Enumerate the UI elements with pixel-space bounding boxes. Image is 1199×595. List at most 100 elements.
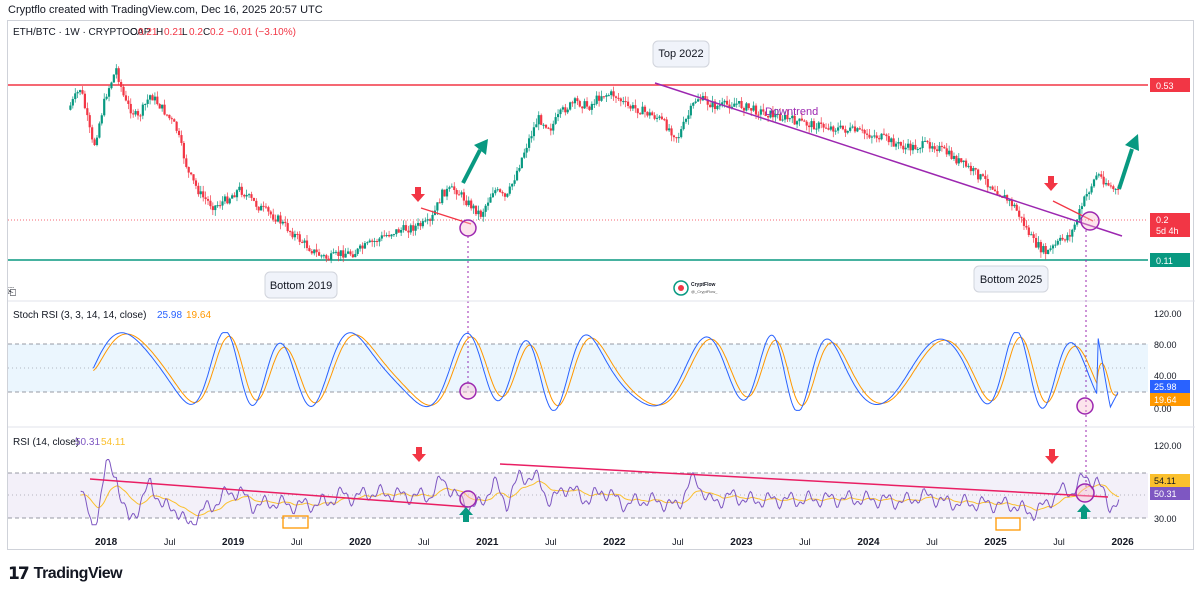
candle-body <box>255 200 258 207</box>
candle-body <box>141 104 144 116</box>
x-axis-label: 2026 <box>1111 537 1134 548</box>
candle-body <box>1104 183 1108 185</box>
rsi-trendline-1[interactable] <box>89 478 469 508</box>
candle-body <box>1085 194 1088 197</box>
tradingview-wordmark: TradingView <box>33 565 123 582</box>
candle-body <box>704 96 707 100</box>
candle-body <box>375 241 379 243</box>
candle-body <box>706 99 709 105</box>
candle-body <box>1051 245 1055 249</box>
time-axis[interactable]: 2018 Jul 2019 Jul 2020 Jul 2021 Jul 2022 Jul 2023 J… <box>95 537 1134 548</box>
candle-body <box>325 255 328 259</box>
candle-body <box>400 230 403 233</box>
candle-body <box>899 142 902 146</box>
candle-body <box>450 186 453 188</box>
candle-body <box>643 106 647 112</box>
candle-body <box>402 225 405 231</box>
candle-body <box>247 194 251 196</box>
candle-body <box>387 235 391 237</box>
candle-body <box>542 124 545 126</box>
candle-body <box>569 102 572 110</box>
candle-body <box>926 140 929 143</box>
candle-body <box>646 111 649 116</box>
support-value: 0.11 <box>1156 256 1173 266</box>
downtrend-line[interactable] <box>654 82 1123 237</box>
candle-body <box>327 258 330 261</box>
candle-body <box>359 245 362 249</box>
candle-body <box>1030 234 1033 236</box>
candle-body <box>158 104 161 109</box>
chart-svg[interactable]: ETH/BTC · 1W · CRYPTOCAP O 0.21 H 0.21 L… <box>8 21 1195 551</box>
chart-frame[interactable]: ETH/BTC · 1W · CRYPTOCAP O 0.21 H 0.21 L… <box>7 20 1195 551</box>
x-axis-label: 2024 <box>857 537 880 548</box>
candle-body <box>284 221 287 224</box>
candle-body <box>1056 240 1059 245</box>
candle-body <box>515 170 519 181</box>
candle-body <box>629 105 632 109</box>
candle-body <box>267 207 270 212</box>
downtrend-label: Downtrend <box>765 106 818 118</box>
candle-body <box>709 104 712 108</box>
candle-body <box>467 200 470 206</box>
candle-body <box>366 242 369 244</box>
tradingview-brand[interactable]: 𝟭𝟳 TradingView <box>8 563 123 585</box>
candle-body <box>878 138 881 140</box>
down-arrow-icon-2025 <box>1044 176 1058 191</box>
candle-body <box>414 225 417 231</box>
candle-body <box>617 97 620 99</box>
candle-body <box>202 191 205 198</box>
bottom-2025-callout: Bottom 2025 <box>973 265 1049 293</box>
stoch-tick-4: 0.00 <box>1154 404 1172 414</box>
candle-body <box>540 115 543 125</box>
candle-body <box>590 103 593 110</box>
candle-body <box>788 118 791 120</box>
candle-body <box>122 86 125 96</box>
candle-body <box>786 114 789 120</box>
candle-body <box>238 186 241 191</box>
candle-body <box>832 126 835 132</box>
candle-body <box>812 121 816 130</box>
pane-collapse-icon[interactable]: ⎗ <box>8 287 16 298</box>
bar-countdown: 5d 4h <box>1156 226 1179 236</box>
candle-body <box>612 91 615 97</box>
candle-body <box>757 114 760 116</box>
candle-body <box>682 121 685 130</box>
candle-body <box>716 105 719 110</box>
candle-body <box>561 107 564 110</box>
x-axis-label: 2020 <box>349 537 372 548</box>
candle-body <box>1015 204 1018 211</box>
candle-body <box>979 174 982 180</box>
price-candles <box>69 64 1120 264</box>
candle-body <box>349 251 352 255</box>
candle-body <box>849 127 852 131</box>
candle-body <box>723 100 726 103</box>
candle-body <box>626 101 630 106</box>
candle-body <box>153 96 157 101</box>
candle-body <box>226 196 229 204</box>
candle-body <box>499 189 502 193</box>
candle-body <box>315 249 318 253</box>
candle-body <box>764 111 767 117</box>
candle-body <box>431 214 434 221</box>
rsi-trendline-2[interactable] <box>499 463 1109 498</box>
candle-body <box>76 92 79 94</box>
candle-body <box>672 135 676 138</box>
candle-body <box>935 149 939 152</box>
candle-body <box>851 126 854 128</box>
candle-body <box>1112 186 1115 190</box>
x-axis-label: Jul <box>545 537 557 547</box>
bottom-2025-label: Bottom 2025 <box>980 274 1042 286</box>
candle-body <box>810 121 813 128</box>
candle-body <box>670 128 673 136</box>
candle-body <box>651 112 654 116</box>
candle-body <box>559 109 562 115</box>
candle-body <box>655 117 659 119</box>
candle-body <box>793 115 796 125</box>
candle-body <box>1061 237 1064 240</box>
candle-body <box>1042 246 1045 253</box>
candle-body <box>78 90 82 93</box>
candle-body <box>279 215 282 224</box>
candle-body <box>260 205 263 211</box>
candle-body <box>663 119 666 121</box>
candle-body <box>465 200 468 206</box>
